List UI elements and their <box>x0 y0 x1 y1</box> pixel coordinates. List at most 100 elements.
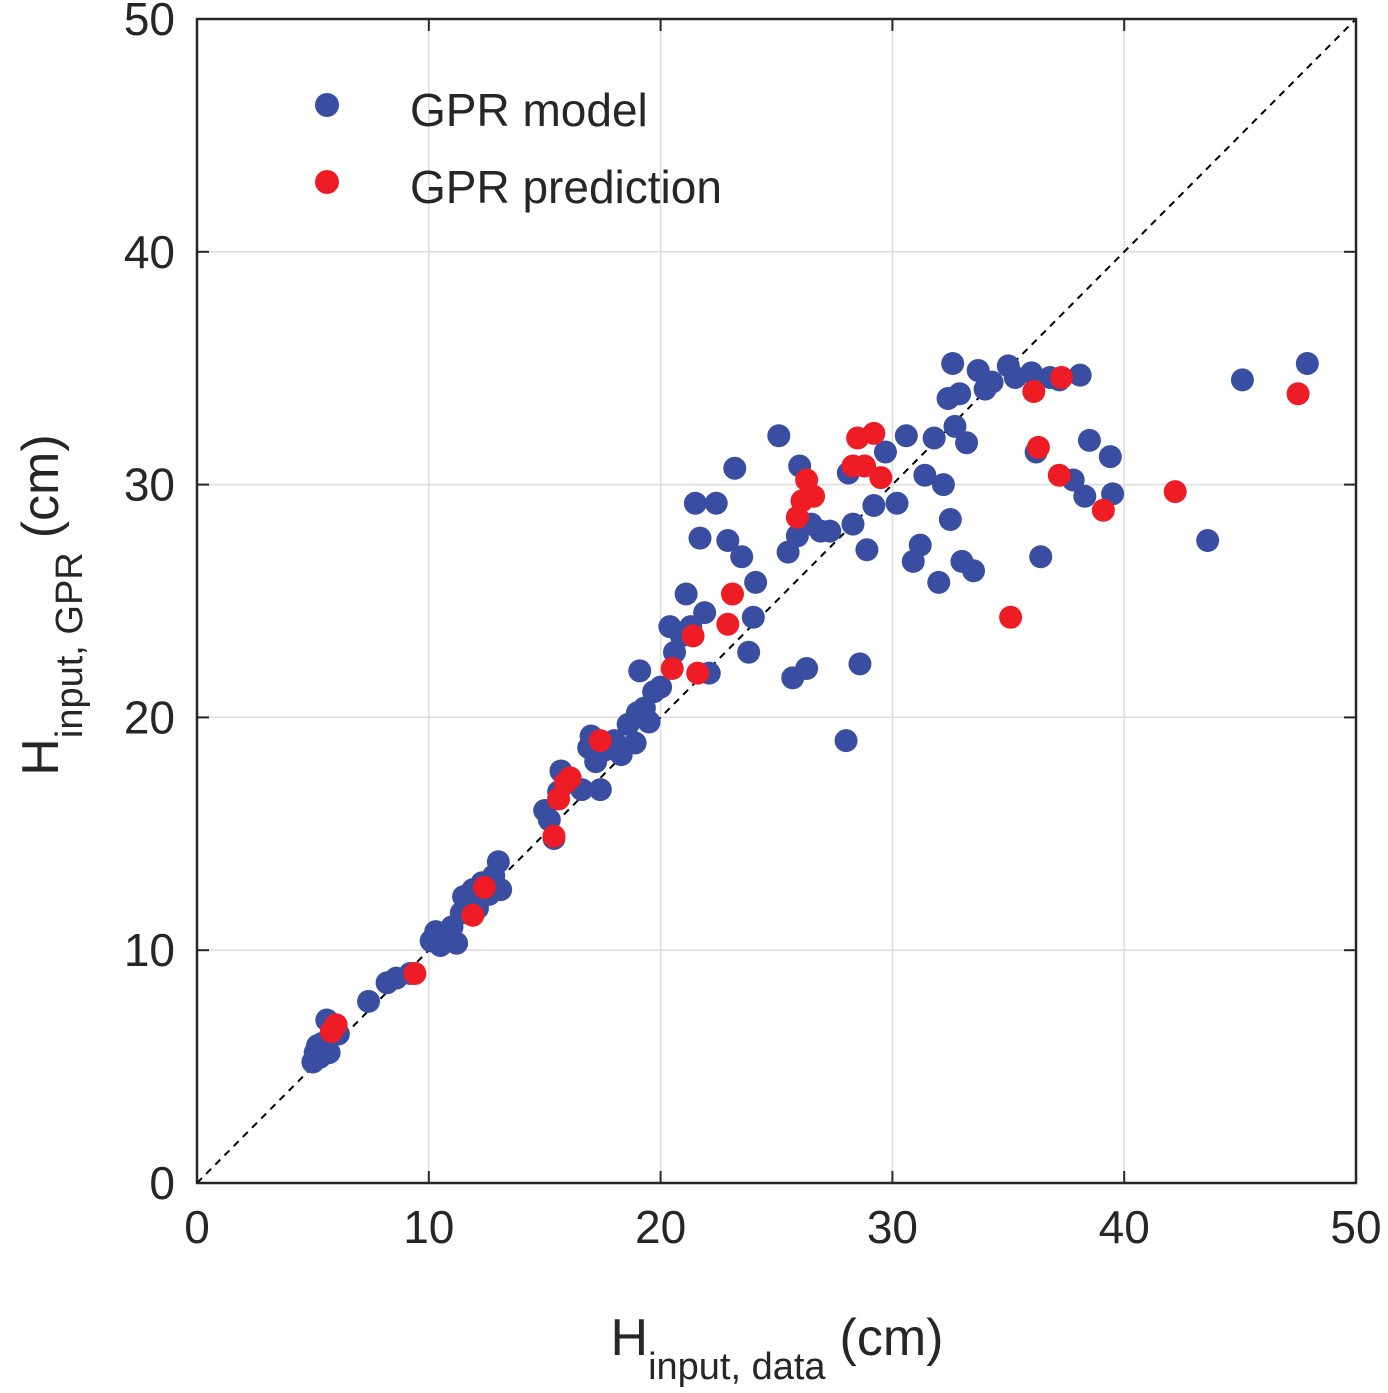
gpr-prediction-point <box>403 961 427 985</box>
legend-marker-gpr-prediction <box>315 170 339 194</box>
gpr-prediction-point <box>999 605 1023 629</box>
gpr-model-point <box>623 731 647 755</box>
gpr-prediction-point <box>686 661 710 685</box>
gpr-prediction-point <box>324 1013 348 1037</box>
gpr-model-point <box>862 494 886 518</box>
gpr-model-point <box>1098 445 1122 469</box>
legend-marker-gpr-model <box>315 93 339 117</box>
gpr-model-point <box>767 424 791 448</box>
gpr-model-point <box>317 1041 341 1065</box>
y-axis-title: Hinput, GPR (cm) <box>12 434 91 775</box>
y-axis-title-main: H <box>12 738 70 776</box>
gpr-model-point <box>980 370 1004 394</box>
gpr-model-point <box>873 440 897 464</box>
y-tick-label: 40 <box>124 226 175 278</box>
gpr-model-point <box>1019 361 1043 385</box>
gpr-model-point <box>649 675 673 699</box>
y-axis-title-subscript: input, GPR <box>49 552 91 738</box>
gpr-prediction-point <box>472 875 496 899</box>
y-tick-label: 0 <box>149 1157 175 1209</box>
y-tick-label: 30 <box>124 459 175 511</box>
gpr-model-point <box>357 989 381 1013</box>
gpr-model-point <box>588 778 612 802</box>
gpr-model-point <box>1295 352 1319 376</box>
data-points <box>301 352 1319 1074</box>
gpr-prediction-point <box>660 657 684 681</box>
gpr-model-point <box>955 431 979 455</box>
gpr-prediction-point <box>1163 480 1187 504</box>
gpr-model-point <box>1068 363 1092 387</box>
gpr-model-point <box>628 659 652 683</box>
gpr-model-point <box>704 491 728 515</box>
gpr-model-point <box>1196 528 1220 552</box>
x-tick-label: 30 <box>867 1201 918 1253</box>
gpr-model-point <box>716 528 740 552</box>
gpr-model-point <box>741 605 765 629</box>
gpr-prediction-point <box>681 624 705 648</box>
gpr-model-point <box>894 424 918 448</box>
x-tick-label: 50 <box>1330 1201 1381 1253</box>
gpr-prediction-point <box>802 484 826 508</box>
x-tick-label: 40 <box>1099 1201 1150 1253</box>
gpr-prediction-point <box>1047 463 1071 487</box>
gpr-prediction-point <box>853 454 877 478</box>
gpr-model-point <box>1029 545 1053 569</box>
x-tick-label: 0 <box>184 1201 210 1253</box>
gpr-model-point <box>848 652 872 676</box>
gpr-model-point <box>730 545 754 569</box>
gpr-model-point <box>941 352 965 376</box>
gpr-model-point <box>841 512 865 536</box>
gpr-model-point <box>927 570 951 594</box>
gpr-prediction-point <box>461 903 485 927</box>
series-gpr-prediction <box>319 366 1310 1044</box>
gpr-model-point <box>637 710 661 734</box>
gpr-model-point <box>737 640 761 664</box>
axis-ticks: 0 10 20 30 40 50 0 10 20 30 40 50 <box>124 0 1382 1253</box>
gpr-prediction-point <box>1286 382 1310 406</box>
gpr-prediction-point <box>1050 366 1074 390</box>
legend-label-gpr-prediction: GPR prediction <box>410 161 722 213</box>
gpr-model-point <box>885 491 909 515</box>
y-axis-title-unit: (cm) <box>12 434 70 538</box>
gpr-prediction-point <box>862 421 886 445</box>
gpr-model-point <box>948 382 972 406</box>
gpr-model-point <box>723 456 747 480</box>
x-tick-label: 10 <box>403 1201 454 1253</box>
gpr-model-point <box>486 850 510 874</box>
gpr-model-point <box>795 657 819 681</box>
gpr-model-point <box>693 601 717 625</box>
gpr-model-point <box>931 473 955 497</box>
gpr-prediction-point <box>716 612 740 636</box>
x-axis-title: Hinput, data (cm) <box>611 1309 944 1388</box>
legend: GPR model GPR prediction <box>315 84 722 213</box>
gpr-prediction-point <box>1091 498 1115 522</box>
gpr-model-point <box>1077 428 1101 452</box>
y-tick-label: 50 <box>124 0 175 45</box>
gpr-prediction-point <box>1026 435 1050 459</box>
gpr-model-point <box>922 426 946 450</box>
x-axis-title-unit: (cm) <box>840 1309 944 1367</box>
gpr-model-point <box>943 414 967 438</box>
gpr-model-point <box>908 533 932 557</box>
gpr-prediction-point <box>1022 379 1046 403</box>
gpr-model-point <box>962 559 986 583</box>
series-gpr-model <box>301 352 1319 1074</box>
gpr-model-point <box>1230 368 1254 392</box>
gpr-model-point <box>855 538 879 562</box>
gpr-model-point <box>1073 484 1097 508</box>
gpr-model-point <box>834 729 858 753</box>
gpr-model-point <box>938 508 962 532</box>
y-tick-label: 20 <box>124 691 175 743</box>
gpr-model-point <box>688 526 712 550</box>
gpr-model-point <box>683 491 707 515</box>
gpr-model-point <box>913 463 937 487</box>
x-axis-title-main: H <box>611 1309 649 1367</box>
gpr-model-point <box>818 519 842 543</box>
legend-label-gpr-model: GPR model <box>410 84 648 136</box>
plot-frame <box>195 17 1358 1185</box>
gpr-prediction-point <box>720 582 744 606</box>
gpr-prediction-point <box>558 766 582 790</box>
x-tick-label: 20 <box>635 1201 686 1253</box>
gpr-prediction-point <box>542 824 566 848</box>
